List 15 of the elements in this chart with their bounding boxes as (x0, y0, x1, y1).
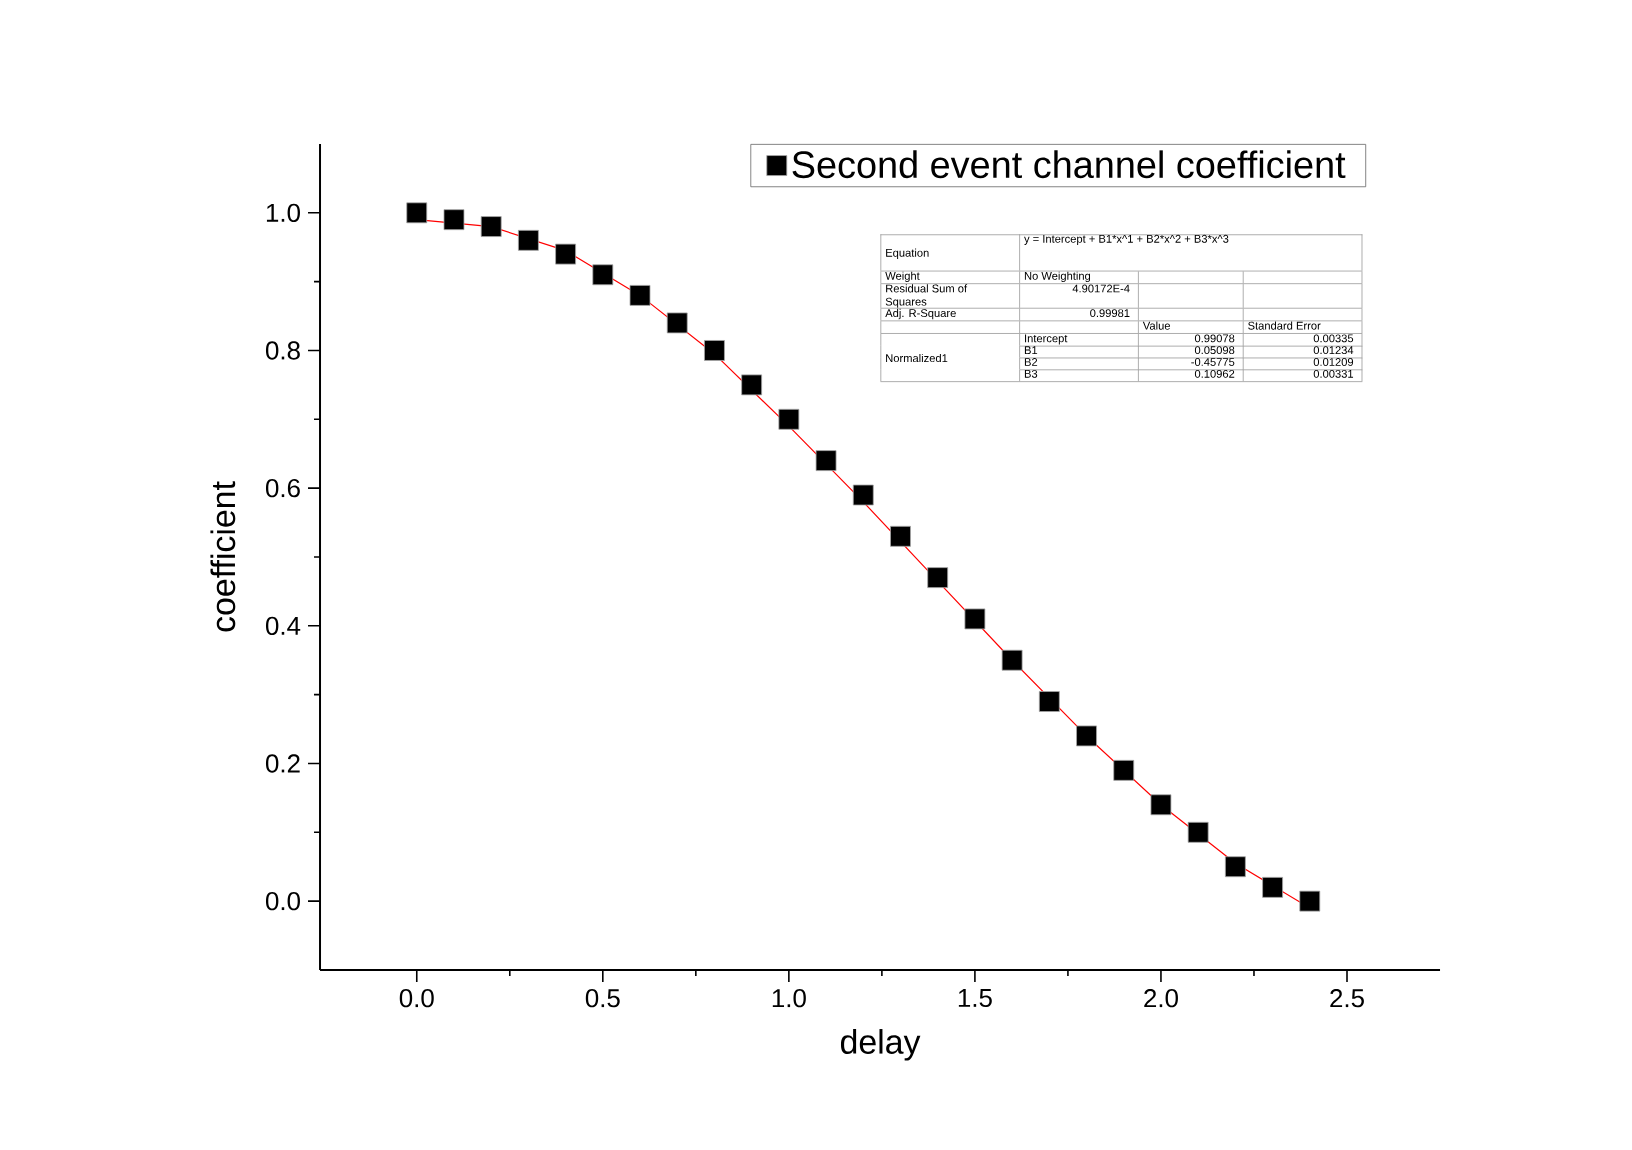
y-tick-label: 0.6 (265, 478, 300, 498)
y-tick-label: 0.0 (265, 891, 300, 911)
y-tick-label: 0.8 (265, 341, 300, 360)
y-tick-label: 0.2 (265, 754, 300, 773)
x-tick-label: 1.5 (958, 989, 992, 1008)
x-tick-label: 1.0 (772, 989, 806, 1008)
legend-label: Second event channel coefficient (792, 150, 1346, 179)
x-tick-label: 0.5 (585, 989, 620, 1008)
y-tick-label: 0.4 (265, 616, 301, 635)
y-axis-title: coefficient (210, 481, 236, 632)
x-tick-label: 2.5 (1330, 989, 1364, 1008)
x-axis-title: delay (840, 1029, 921, 1061)
x-tick-label: 0.0 (399, 989, 434, 1008)
y-tick-label: 1.0 (266, 203, 300, 222)
x-tick-label: 2.0 (1144, 989, 1178, 1008)
